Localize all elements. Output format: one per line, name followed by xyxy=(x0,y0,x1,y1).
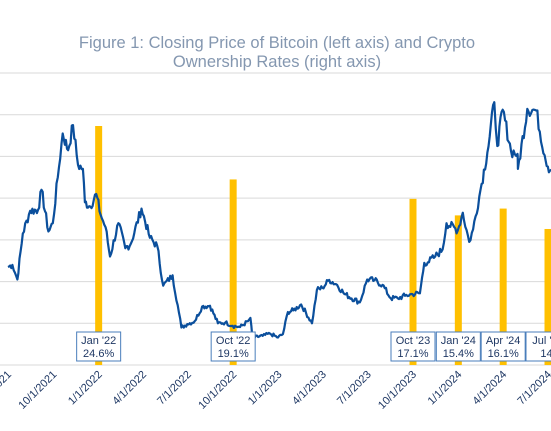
annotation-value: 17.1% xyxy=(397,348,428,360)
annotation-value: 14. xyxy=(540,348,551,360)
x-tick-label: 10/1/2021 xyxy=(16,369,59,412)
x-tick-label: 1/1/2024 xyxy=(426,369,465,408)
x-tick-label: 4/1/2023 xyxy=(290,369,329,408)
chart-title-line-2: Ownership Rates (right axis) xyxy=(173,53,381,71)
x-tick-label: 10/1/2022 xyxy=(196,369,239,412)
x-tick-label: 7/1/2024 xyxy=(515,369,551,408)
annotation-date: Oct '22 xyxy=(216,335,251,347)
x-axis-tick-labels: 7/1/2021 10/1/2021 1/1/2022 4/1/2022 7/1/202… xyxy=(0,369,551,412)
annotation-box xyxy=(210,331,256,362)
annotation-date: Jan '24 xyxy=(441,335,476,347)
ownership-bar-0 xyxy=(95,126,103,365)
annotation-date: Jul '24 xyxy=(532,335,551,347)
annotation-box xyxy=(525,331,551,362)
ownership-bar-3 xyxy=(454,215,462,365)
annotation-box xyxy=(390,331,436,362)
x-tick-label: 1/1/2022 xyxy=(66,369,105,408)
x-tick-label: 1/1/2023 xyxy=(246,369,285,408)
gridlines xyxy=(0,72,551,366)
x-tick-label: 7/1/2021 xyxy=(0,369,14,408)
x-tick-label: 10/1/2023 xyxy=(376,369,419,412)
annotation-date: Jan '22 xyxy=(81,335,116,347)
ownership-bar-1 xyxy=(229,179,237,365)
annotation-value: 24.6% xyxy=(83,348,114,360)
chart-title-line-1: Figure 1: Closing Price of Bitcoin (left… xyxy=(79,34,475,52)
ownership-bar-2 xyxy=(409,198,417,365)
x-tick-label: 7/1/2023 xyxy=(335,369,374,408)
ownership-bars xyxy=(95,126,551,365)
annotation-value: 16.1% xyxy=(488,348,519,360)
annotation-box xyxy=(435,331,481,362)
x-tick-label: 4/1/2022 xyxy=(110,369,149,408)
x-tick-label: 7/1/2022 xyxy=(155,369,194,408)
x-tick-label: 4/1/2024 xyxy=(471,369,510,408)
ownership-bar-5 xyxy=(544,228,551,365)
annotation-date: Apr '24 xyxy=(486,335,521,347)
annotation-value: 15.4% xyxy=(443,348,474,360)
ownership-bar-4 xyxy=(499,208,507,365)
annotation-box xyxy=(76,331,122,362)
annotation-value: 19.1% xyxy=(218,348,249,360)
bitcoin-price-line xyxy=(7,101,551,339)
annotation-date: Oct '23 xyxy=(396,335,431,347)
annotation-box xyxy=(480,331,526,362)
ownership-annotation-5: Jul '2414. xyxy=(525,331,551,362)
